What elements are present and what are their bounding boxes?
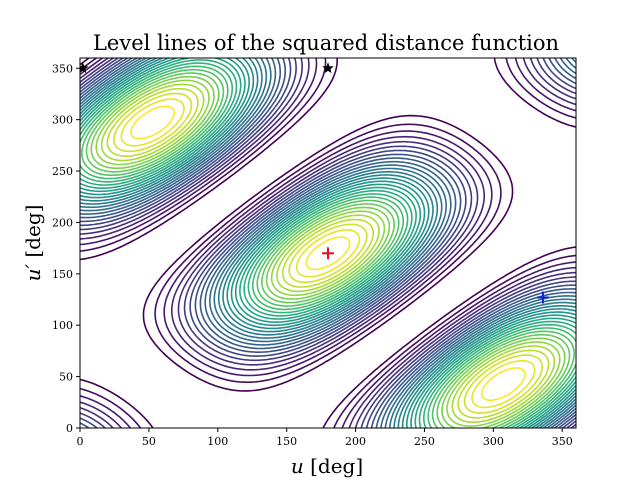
- x-tick-label: 350: [552, 435, 573, 448]
- contour-line: [80, 58, 576, 428]
- y-tick-label: 250: [52, 165, 73, 178]
- x-axis-label-var: u: [291, 454, 304, 478]
- y-tick-label: 0: [66, 422, 73, 435]
- contour-line: [80, 58, 576, 428]
- markers: [80, 62, 549, 304]
- x-tick-label: 300: [483, 435, 504, 448]
- y-tick-label: 300: [52, 114, 73, 127]
- contour-line: [80, 58, 576, 428]
- contour-line: [80, 58, 576, 428]
- x-tick-label: 250: [414, 435, 435, 448]
- y-axis: 0 50 100 150 200 250 300 350: [52, 62, 80, 435]
- contour-line: [80, 58, 576, 428]
- x-tick-label: 200: [345, 435, 366, 448]
- contour-line: [80, 58, 576, 428]
- chart-title: Level lines of the squared distance func…: [93, 31, 559, 55]
- y-axis-label: u′ [deg]: [21, 205, 45, 282]
- contour-line: [80, 62, 576, 428]
- contour-line: [80, 58, 576, 428]
- contour-line: [80, 58, 576, 428]
- plot-frame: [79, 57, 577, 429]
- contour-line: [80, 58, 576, 428]
- y-axis-label-unit: [deg]: [21, 205, 45, 264]
- contour-line: [95, 79, 561, 427]
- contour-line: [80, 58, 576, 428]
- x-axis: 0 50 100 150 200 250 300 350: [77, 428, 573, 448]
- contour-line: [81, 68, 575, 428]
- contour-line: [80, 58, 576, 428]
- contour-lines: [80, 58, 576, 428]
- contour-line: [80, 58, 576, 428]
- contour-line: [80, 59, 576, 428]
- marker-star-2: [322, 62, 334, 74]
- y-tick-label: 150: [52, 268, 73, 281]
- contour-line: [100, 83, 556, 423]
- y-tick-label: 200: [52, 216, 73, 229]
- marker-min: [322, 247, 334, 260]
- y-tick-label: 100: [52, 319, 73, 332]
- x-tick-label: 50: [142, 435, 156, 448]
- x-tick-label: 150: [276, 435, 297, 448]
- contour-line: [80, 58, 576, 428]
- contour-line: [80, 58, 576, 428]
- contour-line: [80, 58, 576, 428]
- contour-line: [90, 75, 566, 428]
- marker-plus-blue: [536, 291, 549, 304]
- x-axis-label-unit: [deg]: [304, 454, 363, 478]
- contour-line: [113, 92, 543, 414]
- x-axis-label: u [deg]: [291, 454, 363, 478]
- y-axis-label-var: u′: [21, 264, 45, 282]
- contour-line: [120, 98, 536, 409]
- x-tick-label: 100: [207, 435, 228, 448]
- contour-line: [85, 72, 571, 428]
- contour-line: [80, 65, 576, 428]
- y-tick-label: 350: [52, 62, 73, 75]
- contour-line: [80, 58, 576, 428]
- y-tick-label: 50: [59, 371, 73, 384]
- contour-line: [80, 58, 576, 428]
- contour-line: [106, 87, 550, 419]
- x-tick-label: 0: [77, 435, 84, 448]
- contour-line: [130, 105, 526, 402]
- contour-line: [80, 58, 576, 428]
- marker-star-1: [80, 62, 89, 74]
